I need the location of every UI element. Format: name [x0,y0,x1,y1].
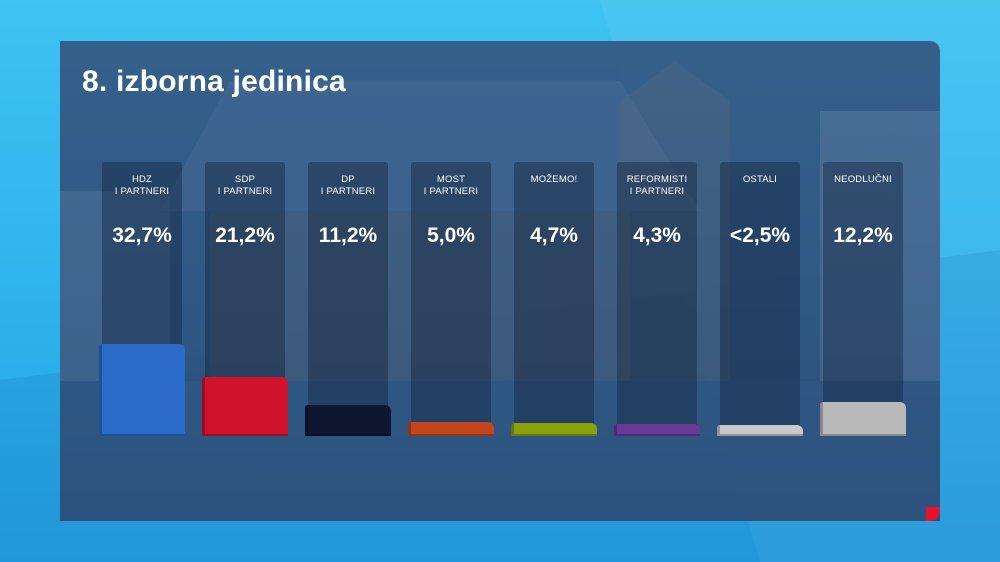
category-label-line1: SDP [234,174,256,185]
value-label: 4,3% [633,224,681,247]
category-label: SDP I PARTNERI [205,174,285,198]
column-8: NEODLUČNI 12,2% [823,162,903,436]
church-background-image [60,61,940,521]
category-label: OSTALI [720,174,800,186]
value-label: 21,2% [215,224,275,247]
page-title: 8. izborna jedinica [82,65,346,98]
category-label: REFORMISTI I PARTNERI [617,174,697,198]
bar-8 [820,401,906,436]
category-label-line2: I PARTNERI [629,186,685,197]
column-4: MOST I PARTNERI 5,0% [411,162,491,436]
bar-3 [305,404,391,436]
category-label-line1: REFORMISTI [626,174,688,185]
category-label-line1: MOŽEMO! [530,174,578,185]
results-panel: 8. izborna jedinica HDZ I PARTNERI 32,7% SD… [60,41,940,521]
category-label-line2: I PARTNERI [114,186,170,197]
value-label: 5,0% [427,224,475,247]
category-label: MOST I PARTNERI [411,174,491,198]
bar-5 [511,422,597,436]
corner-accent [926,507,940,521]
bar-1 [99,344,185,436]
bar-4 [408,422,494,436]
category-label: NEODLUČNI [823,174,903,186]
bar-6 [614,424,700,436]
column-6: REFORMISTI I PARTNERI 4,3% [617,162,697,436]
column-3: DP I PARTNERI 11,2% [308,162,388,436]
category-label-line1: HDZ [131,174,153,185]
column-7: OSTALI <2,5% [720,162,800,436]
value-label: <2,5% [729,224,791,247]
category-label-line2: I PARTNERI [320,186,376,197]
value-label: 4,7% [530,224,578,247]
category-label-line1: NEODLUČNI [834,174,892,185]
value-label: 32,7% [112,224,172,247]
category-label: DP I PARTNERI [308,174,388,198]
bar-2 [202,376,288,436]
value-label: 12,2% [833,224,893,247]
category-label-line1: MOST [436,174,466,185]
value-label: 11,2% [318,224,378,247]
bar-7 [717,425,803,436]
category-label: HDZ I PARTNERI [102,174,182,198]
category-label-line2: I PARTNERI [217,186,273,197]
category-label: MOŽEMO! [514,174,594,186]
category-label-line2: I PARTNERI [423,186,479,197]
column-5: MOŽEMO! 4,7% [514,162,594,436]
category-label-line1: OSTALI [742,174,778,185]
category-label-line1: DP [341,174,355,185]
